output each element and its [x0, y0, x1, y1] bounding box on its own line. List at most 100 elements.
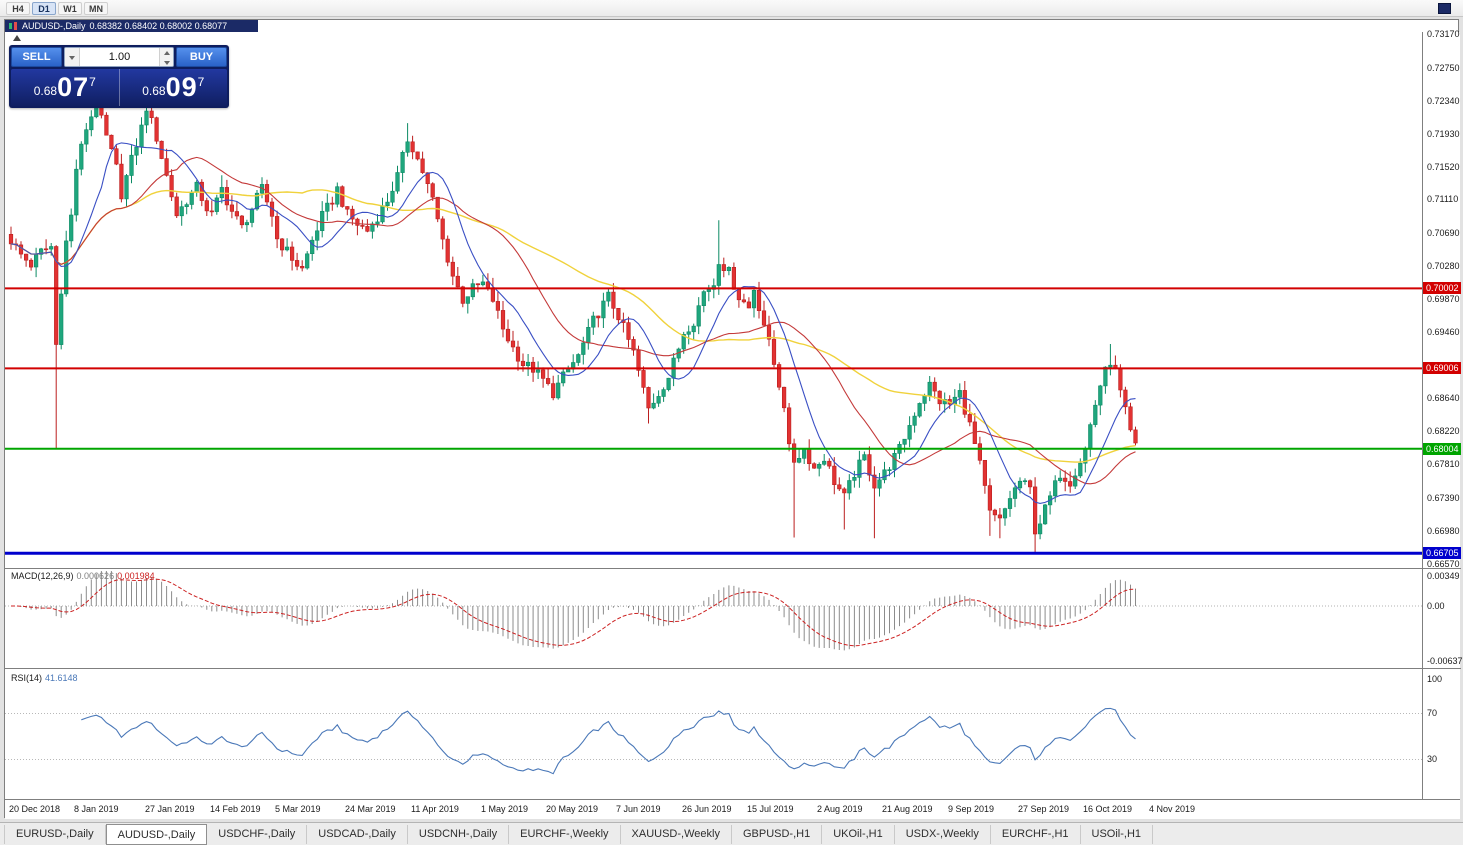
candle-body — [1022, 480, 1028, 483]
macd-main-value: 0.000626 — [76, 571, 115, 581]
candle-body — [420, 158, 425, 173]
candle-body — [460, 286, 465, 304]
candle-body — [616, 307, 621, 321]
date-axis-label: 9 Sep 2019 — [948, 804, 995, 814]
candle-body — [586, 326, 591, 344]
macd-axis-label: 0.00349 — [1427, 571, 1460, 581]
chart-tab-eurusd[interactable]: EURUSD-,Daily — [4, 824, 106, 844]
volume-dropdown-icon[interactable] — [65, 48, 80, 66]
buy-button[interactable]: BUY — [176, 47, 227, 67]
candle-body — [495, 301, 501, 311]
candle-body — [922, 395, 927, 404]
price-line-label: 0.68004 — [1423, 443, 1461, 455]
candle-body — [490, 287, 496, 302]
candle-body — [1118, 368, 1123, 391]
candle-body — [1133, 429, 1138, 444]
period-button-h4[interactable]: H4 — [6, 1, 30, 15]
price-axis-label: 0.73170 — [1427, 29, 1460, 39]
candle-body — [862, 454, 867, 461]
candle-body — [751, 289, 757, 309]
candle-body — [23, 253, 29, 261]
macd-signal-line — [11, 578, 1136, 647]
candle-body — [791, 443, 797, 463]
candle-body — [606, 291, 611, 302]
candle-body — [761, 310, 767, 326]
candle-body — [345, 206, 350, 210]
candle-body — [510, 340, 516, 348]
chart-tab-usdcnh[interactable]: USDCNH-,Daily — [408, 824, 510, 844]
chart-tab-gbpusd[interactable]: GBPUSD-,H1 — [732, 824, 823, 844]
chart-tab-eurchf[interactable]: EURCHF-,H1 — [991, 824, 1081, 844]
candle-body — [736, 289, 741, 301]
chart-tab-usdcad[interactable]: USDCAD-,Daily — [307, 824, 408, 844]
one-click-collapse-arrow-icon[interactable] — [13, 35, 21, 41]
date-axis-label: 20 May 2019 — [546, 804, 599, 814]
chart-tab-bar: EURUSD-,Daily AUDUSD-,Daily USDCHF-,Daily U… — [0, 822, 1463, 845]
candle-body — [144, 110, 149, 126]
bid-price: 0.68 07 7 — [11, 69, 119, 106]
candle-body — [315, 230, 320, 241]
candle-body — [601, 300, 606, 319]
price-line-label: 0.70002 — [1423, 282, 1461, 294]
date-axis-label: 14 Feb 2019 — [210, 804, 261, 814]
candle-body — [530, 361, 536, 373]
date-axis-label: 5 Mar 2019 — [275, 804, 321, 814]
candle-body — [967, 414, 972, 423]
candle-body — [912, 415, 917, 426]
candle-body — [631, 339, 636, 351]
candle-body — [289, 246, 295, 261]
candle-body — [134, 146, 139, 156]
chart-tab-usdx[interactable]: USDX-,Weekly — [895, 824, 991, 844]
candle-body — [726, 267, 731, 272]
candle-body — [274, 216, 280, 240]
macd-axis-label: -0.00637 — [1427, 656, 1463, 666]
candle-body — [1078, 462, 1083, 477]
candle-body — [249, 208, 255, 223]
period-button-mn[interactable]: MN — [84, 1, 108, 15]
price-axis-label: 0.72340 — [1427, 96, 1460, 106]
volume-control — [64, 47, 174, 67]
candle-body — [651, 402, 656, 409]
candle-body — [54, 246, 59, 345]
candle-body — [1002, 508, 1008, 519]
price-axis-label: 0.72750 — [1427, 63, 1460, 73]
chart-tab-ukoil[interactable]: UKOil-,H1 — [822, 824, 895, 844]
candle-body — [370, 223, 375, 232]
candle-body — [330, 202, 335, 205]
period-button-d1[interactable]: D1 — [32, 1, 56, 15]
sell-button[interactable]: SELL — [11, 47, 62, 67]
chart-tab-xauusd[interactable]: XAUUSD-,Weekly — [621, 824, 732, 844]
time-scale[interactable]: 20 Dec 2018 8 Jan 2019 27 Jan 2019 14 Feb 2… — [5, 799, 1460, 819]
chart-plot-area[interactable]: MACD(12,26,9) 0.000626 0.001984 RSI(14) 41.… — [5, 32, 1422, 799]
candle-body — [224, 187, 230, 206]
window-icon[interactable] — [1438, 3, 1451, 14]
chart-tab-usdchf[interactable]: USDCHF-,Daily — [207, 824, 308, 844]
candle-body — [38, 248, 44, 255]
candle-body — [776, 364, 782, 388]
candle-body — [927, 381, 932, 397]
chart-tab-audusd[interactable]: AUDUSD-,Daily — [105, 823, 208, 845]
timeframe-buttons: H4 D1 W1 MN — [6, 1, 108, 15]
candle-body — [781, 386, 787, 409]
volume-increase-icon[interactable] — [160, 48, 173, 57]
price-chart-svg[interactable] — [5, 32, 1422, 799]
candle-body — [74, 168, 79, 216]
chart-tab-eurchf[interactable]: EURCHF-,Weekly — [509, 824, 621, 844]
volume-input[interactable] — [80, 48, 159, 66]
candle-body — [64, 240, 69, 295]
candle-body — [1108, 364, 1113, 368]
period-button-w1[interactable]: W1 — [58, 1, 82, 15]
candle-body — [284, 246, 290, 251]
price-scale[interactable]: 0.73170 0.72750 0.72340 0.71930 0.71520 0.711… — [1422, 29, 1463, 799]
rsi-axis-label: 70 — [1427, 708, 1438, 718]
price-line-label: 0.69006 — [1423, 362, 1461, 374]
rsi-line — [81, 707, 1136, 775]
candle-body — [365, 226, 370, 232]
candle-body — [49, 246, 54, 250]
chart-tab-usoil[interactable]: USOil-,H1 — [1081, 824, 1154, 844]
candle-body — [440, 218, 445, 240]
candle-body — [480, 281, 486, 286]
volume-decrease-icon[interactable] — [160, 57, 173, 66]
candle-body — [1017, 480, 1023, 489]
rsi-axis-label: 30 — [1427, 754, 1438, 764]
